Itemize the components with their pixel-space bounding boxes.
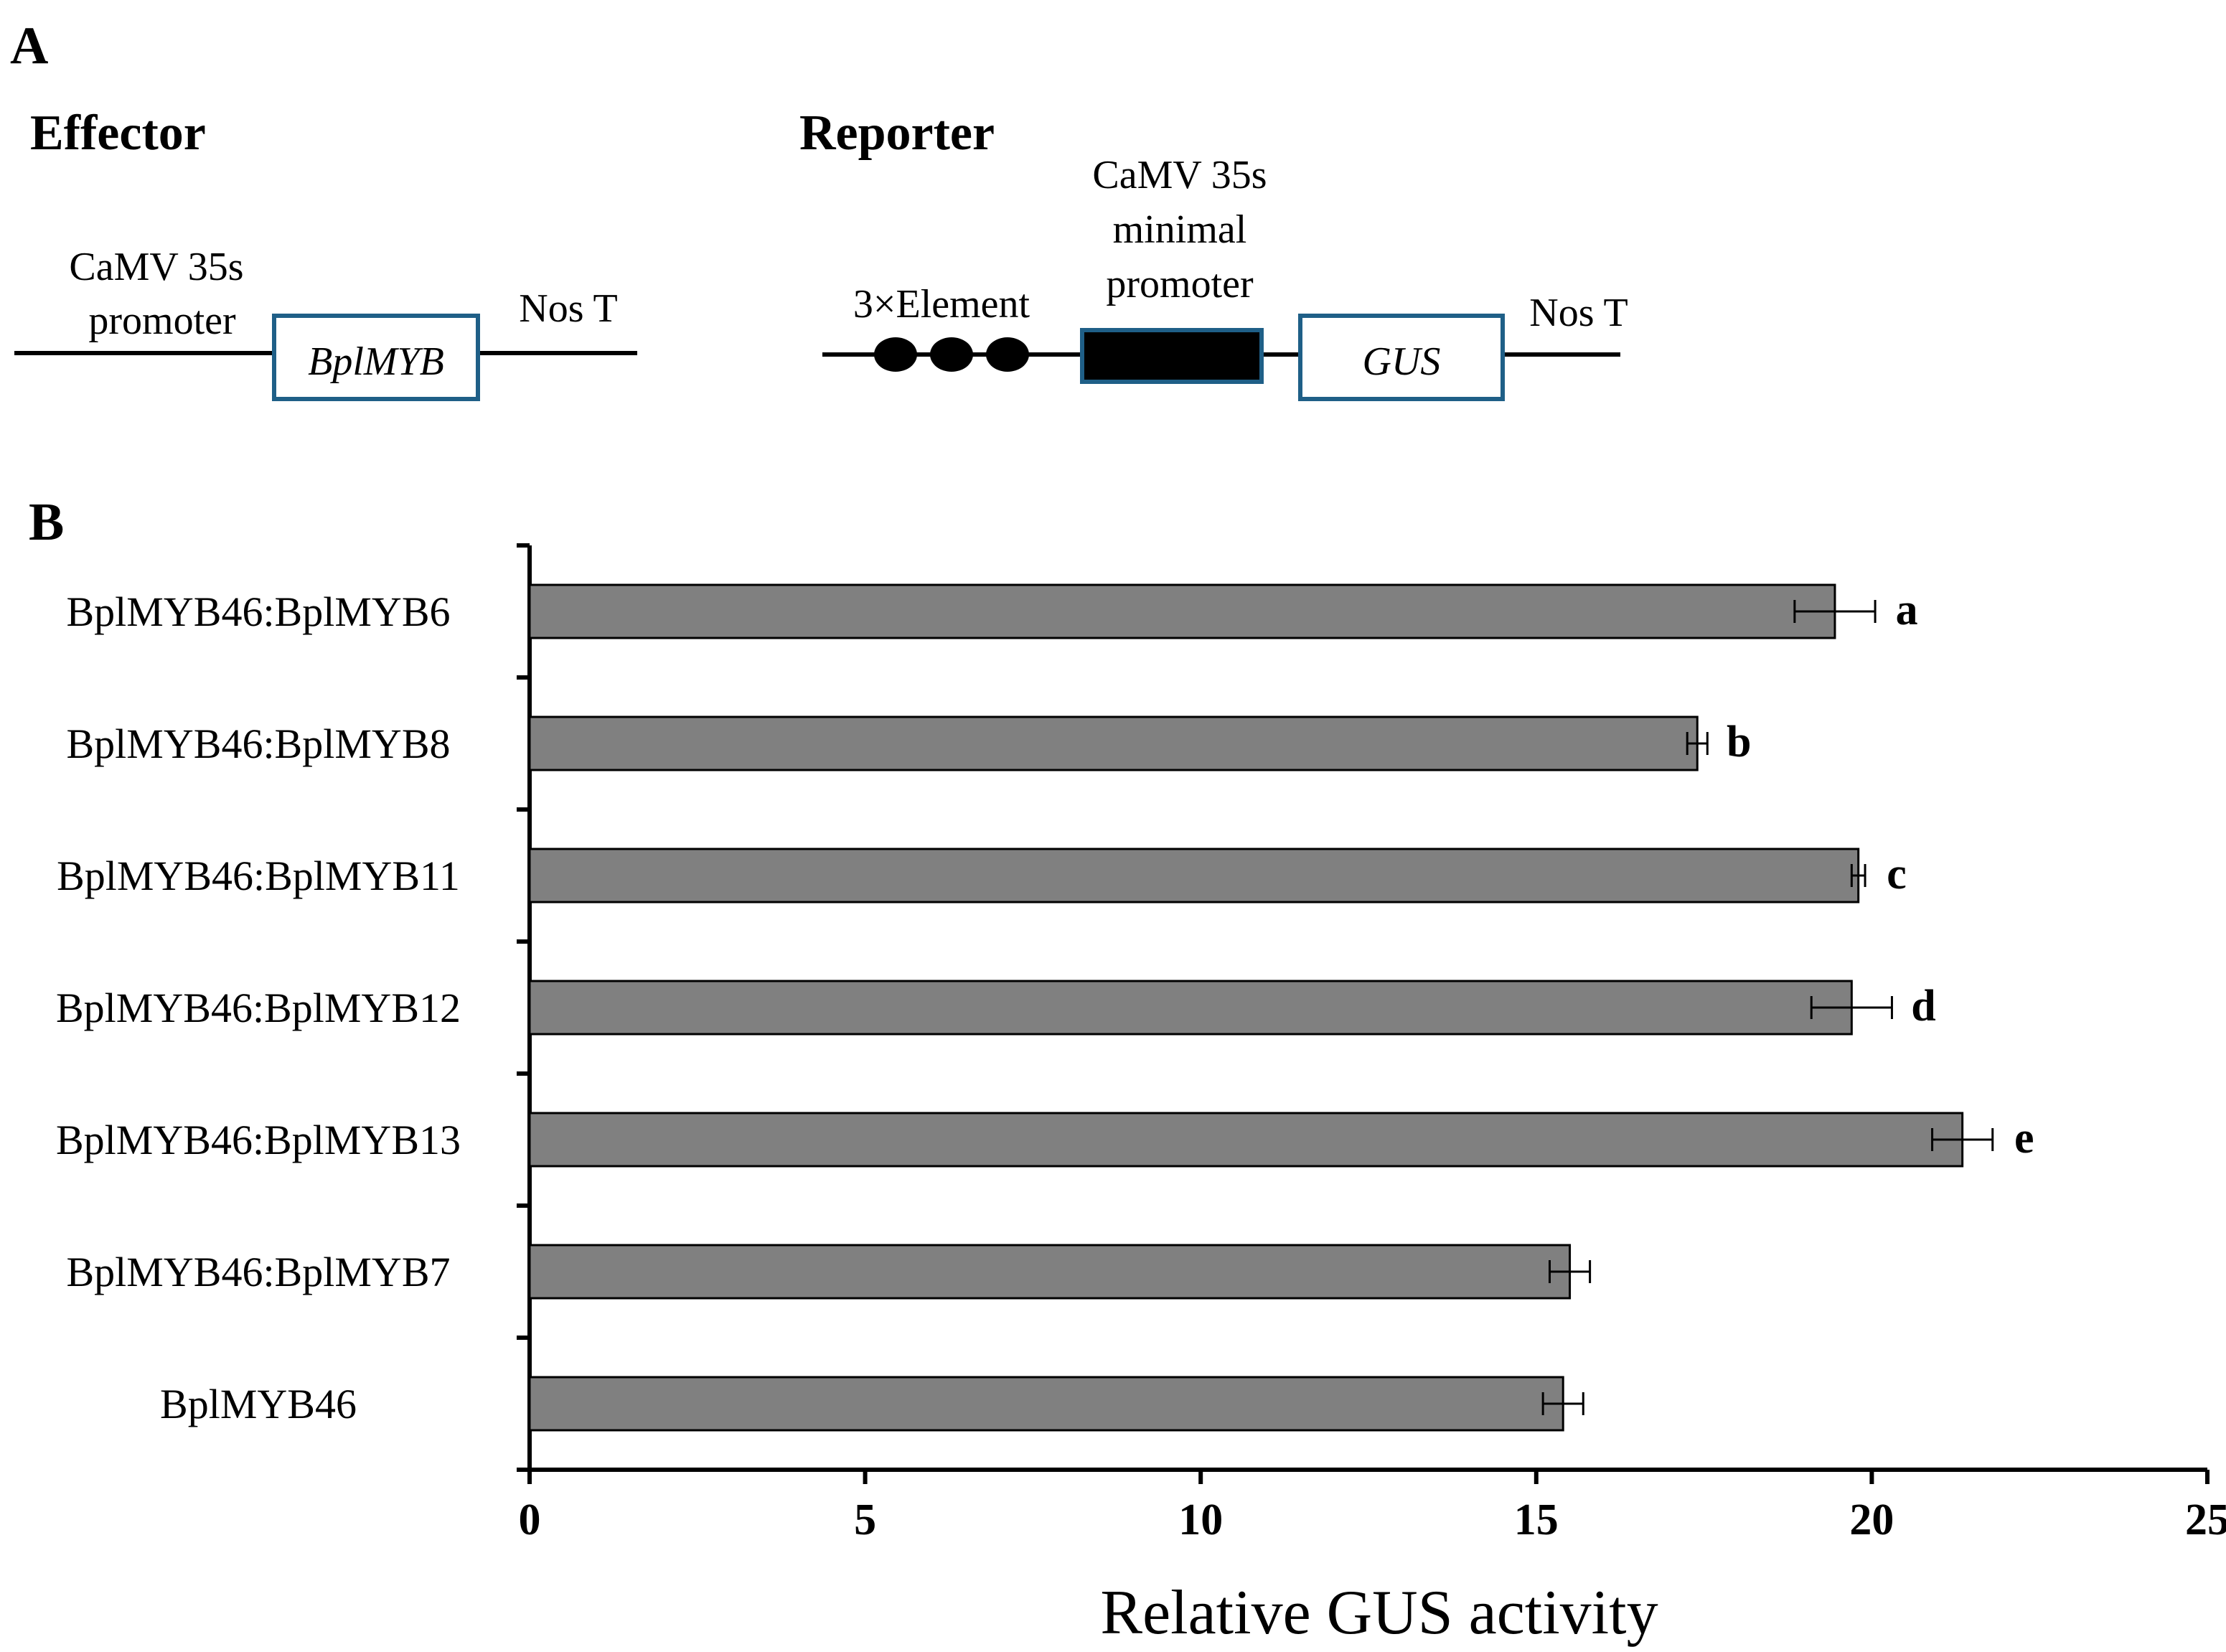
significance-letter: c	[1887, 850, 1907, 898]
x-tick-label: 25	[2185, 1496, 2226, 1544]
bar	[528, 1244, 1572, 1300]
category-label: BplMYB46:BplMYB8	[67, 721, 451, 767]
x-tick-label: 10	[1178, 1496, 1223, 1544]
significance-letter: a	[1896, 586, 1918, 634]
bar	[528, 715, 1699, 771]
reporter-gene-label: GUS	[1363, 339, 1441, 384]
category-label: BplMYB46:BplMYB13	[56, 1117, 461, 1163]
reporter-gene-box	[1298, 314, 1505, 401]
reporter-element-label: 3×Element	[853, 282, 1030, 327]
bar	[528, 1112, 1964, 1168]
x-tick-label: 15	[1514, 1496, 1559, 1544]
reporter-construct: Reporter CaMV 35s minimal promoter 3×Ele…	[799, 105, 1628, 401]
reporter-min-promoter-line1: CaMV 35s	[1092, 153, 1267, 197]
bar-chart: 0 5 10 15 20 25 Relative GUS activity BplMYB46:…	[56, 543, 2226, 1648]
category-label: BplMYB46	[160, 1381, 357, 1427]
bar	[528, 848, 1860, 904]
cis-element-2	[930, 337, 973, 372]
panel-a-label: A	[10, 17, 48, 75]
bar	[528, 583, 1836, 639]
effector-promoter-line2: promoter	[88, 299, 236, 343]
cis-element-3	[986, 337, 1029, 372]
cis-element-1	[874, 337, 917, 372]
significance-letter: e	[2014, 1114, 2034, 1163]
effector-gene-label: BplMYB	[308, 339, 444, 384]
significance-letter: b	[1727, 718, 1751, 766]
bar	[528, 1376, 1564, 1432]
significance-letter: d	[1911, 982, 1935, 1031]
reporter-min-promoter-line3: promoter	[1106, 262, 1254, 306]
effector-terminator-label: Nos T	[519, 286, 617, 331]
bar	[528, 980, 1853, 1036]
category-label: BplMYB46:BplMYB11	[57, 853, 460, 899]
effector-heading: Effector	[30, 105, 206, 161]
category-label: BplMYB46:BplMYB12	[56, 985, 461, 1031]
effector-gene-box	[272, 314, 480, 401]
x-tick-label: 20	[1849, 1496, 1894, 1544]
x-tick-label: 5	[854, 1496, 876, 1544]
minimal-promoter-box	[1080, 328, 1264, 384]
reporter-heading: Reporter	[799, 105, 995, 161]
x-tick-label: 0	[519, 1496, 541, 1544]
category-label: BplMYB46:BplMYB7	[67, 1249, 451, 1295]
panel-b-label: B	[29, 493, 64, 552]
category-label: BplMYB46:BplMYB6	[67, 588, 451, 635]
effector-construct: Effector CaMV 35s promoter BplMYB Nos T	[14, 105, 637, 401]
x-axis-title: Relative GUS activity	[1100, 1578, 1658, 1648]
reporter-min-promoter-line2: minimal	[1113, 207, 1247, 252]
reporter-terminator-label: Nos T	[1529, 291, 1628, 335]
effector-promoter-line1: CaMV 35s	[69, 245, 243, 289]
